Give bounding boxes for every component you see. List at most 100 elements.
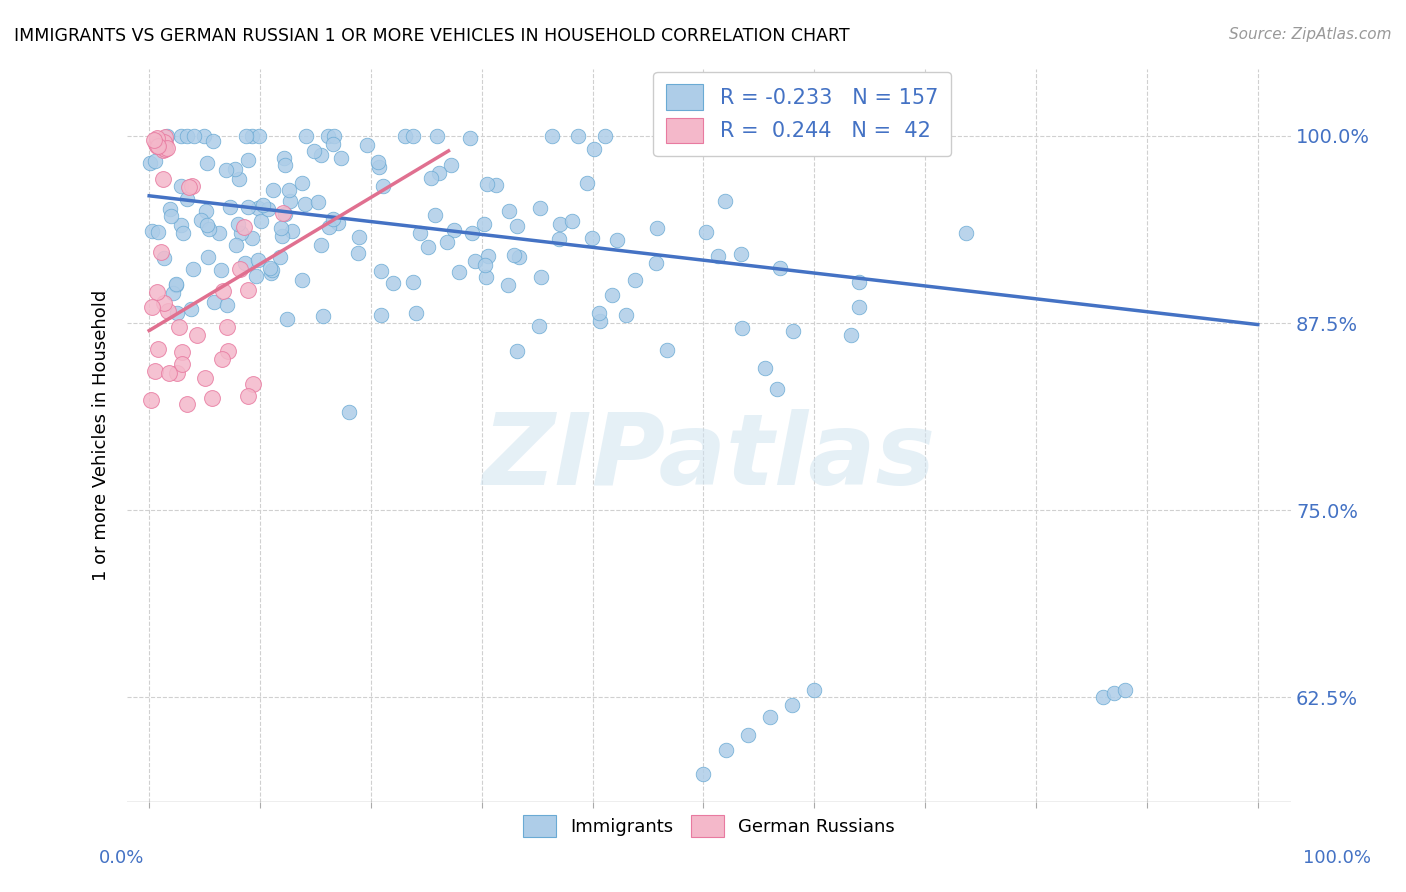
- Point: [228, 172, 250, 186]
- Point: [195, 203, 218, 218]
- Point: [502, 247, 524, 261]
- Point: [247, 201, 270, 215]
- Point: [139, 392, 162, 407]
- Point: [547, 232, 569, 246]
- Point: [166, 366, 188, 380]
- Point: [291, 273, 314, 287]
- Point: [165, 277, 187, 291]
- Point: [714, 743, 737, 757]
- Point: [371, 179, 394, 194]
- Point: [418, 240, 440, 254]
- Point: [426, 128, 449, 143]
- Point: [440, 158, 463, 172]
- Point: [309, 148, 332, 162]
- Point: [143, 154, 166, 169]
- Point: [269, 250, 291, 264]
- Point: [485, 178, 508, 192]
- Point: [606, 233, 628, 247]
- Point: [145, 136, 167, 151]
- Point: [409, 226, 432, 240]
- Point: [242, 377, 264, 392]
- Point: [148, 225, 170, 239]
- Point: [217, 320, 239, 334]
- Point: [238, 389, 260, 403]
- Point: [201, 134, 224, 148]
- Point: [247, 128, 270, 143]
- Point: [148, 139, 170, 153]
- Point: [172, 227, 194, 241]
- Point: [848, 301, 870, 315]
- Point: [278, 194, 301, 209]
- Point: [477, 249, 499, 263]
- Point: [259, 261, 281, 276]
- Point: [766, 382, 789, 396]
- Point: [419, 170, 441, 185]
- Point: [170, 178, 193, 193]
- Point: [181, 178, 204, 193]
- Point: [274, 158, 297, 172]
- Point: [692, 767, 714, 781]
- Point: [153, 136, 176, 150]
- Point: [225, 237, 247, 252]
- Point: [589, 314, 612, 328]
- Point: [229, 227, 252, 241]
- Text: IMMIGRANTS VS GERMAN RUSSIAN 1 OR MORE VEHICLES IN HOUSEHOLD CORRELATION CHART: IMMIGRANTS VS GERMAN RUSSIAN 1 OR MORE V…: [14, 27, 849, 45]
- Point: [141, 224, 163, 238]
- Point: [193, 128, 215, 143]
- Point: [235, 128, 257, 143]
- Point: [176, 397, 198, 411]
- Text: Source: ZipAtlas.com: Source: ZipAtlas.com: [1229, 27, 1392, 42]
- Point: [149, 245, 172, 260]
- Point: [217, 343, 239, 358]
- Point: [461, 227, 484, 241]
- Point: [1114, 682, 1136, 697]
- Point: [176, 193, 198, 207]
- Point: [311, 238, 333, 252]
- Point: [166, 306, 188, 320]
- Point: [530, 270, 553, 285]
- Point: [848, 275, 870, 289]
- Point: [186, 327, 208, 342]
- Point: [754, 361, 776, 376]
- Point: [955, 226, 977, 240]
- Point: [312, 310, 335, 324]
- Point: [197, 250, 219, 264]
- Point: [240, 128, 263, 143]
- Point: [595, 128, 617, 143]
- Point: [228, 262, 250, 277]
- Point: [257, 202, 280, 216]
- Point: [713, 194, 735, 208]
- Point: [475, 178, 498, 192]
- Point: [232, 219, 254, 234]
- Text: 0.0%: 0.0%: [98, 849, 143, 867]
- Point: [152, 141, 174, 155]
- Point: [246, 252, 269, 267]
- Point: [561, 214, 583, 228]
- Point: [212, 284, 235, 298]
- Point: [169, 128, 191, 143]
- Point: [291, 176, 314, 190]
- Point: [425, 208, 447, 222]
- Point: [645, 255, 668, 269]
- Point: [183, 128, 205, 143]
- Point: [260, 262, 283, 277]
- Point: [146, 342, 169, 356]
- Point: [271, 206, 294, 220]
- Point: [370, 308, 392, 322]
- Point: [152, 143, 174, 157]
- Point: [382, 276, 405, 290]
- Point: [146, 285, 169, 299]
- Point: [176, 128, 198, 143]
- Point: [759, 710, 782, 724]
- Point: [472, 217, 495, 231]
- Point: [294, 197, 316, 211]
- Point: [356, 138, 378, 153]
- Point: [575, 177, 598, 191]
- Point: [190, 212, 212, 227]
- Point: [226, 217, 249, 231]
- Point: [294, 128, 316, 143]
- Point: [506, 219, 529, 234]
- Point: [143, 364, 166, 378]
- Point: [498, 203, 520, 218]
- Point: [262, 183, 284, 197]
